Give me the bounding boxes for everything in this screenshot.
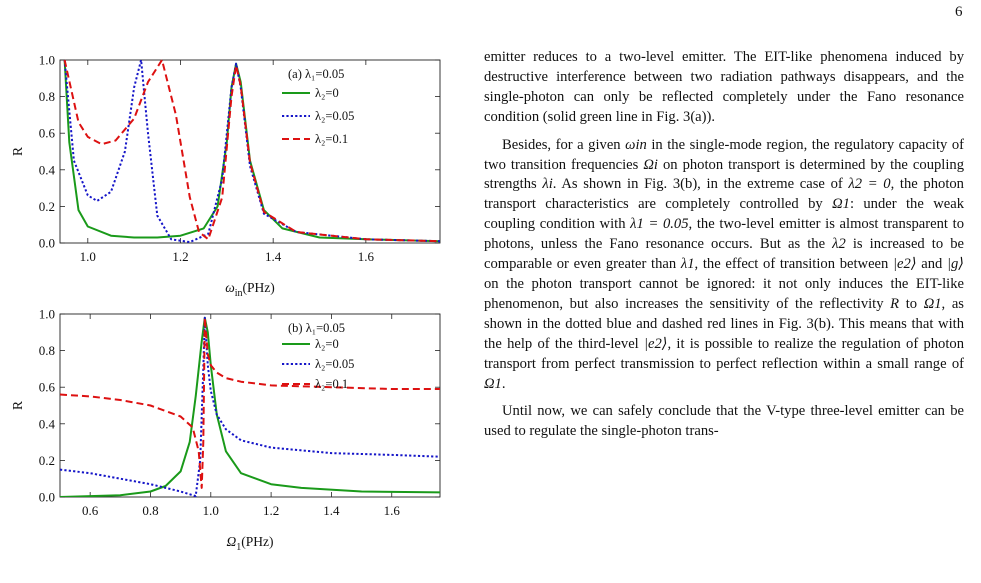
- x-axis-subscript: in: [235, 288, 243, 299]
- text-run: : under the weak coupling condition with: [484, 196, 964, 233]
- panel-a-chart: 1.0 1.2 1.4 1.60.00.20.40.60.81.0Rωin(PHz)(…: [10, 53, 441, 299]
- x-axis-symbol: ω: [225, 280, 235, 295]
- text-run: , the effect of transition between: [694, 256, 894, 273]
- math-r: R: [890, 295, 900, 312]
- math-omega-1: Ω1: [923, 295, 942, 312]
- series-line-3: [60, 316, 440, 489]
- paragraph-3: Until now, we can safely conclude that t…: [484, 403, 964, 440]
- text-run: to: [899, 295, 924, 312]
- series-line-1: [63, 59, 440, 243]
- x-tick-label: 1.4: [265, 249, 282, 264]
- text-run: on photon transport is determined by the…: [484, 156, 964, 193]
- x-tick-label: 1.6: [384, 503, 401, 518]
- y-tick-label: 0.6: [39, 126, 56, 141]
- y-tick-label: 1.0: [39, 307, 55, 322]
- x-axis-label: Ω1(PHz): [226, 534, 273, 553]
- legend-label: λ₂=0.1: [315, 377, 348, 391]
- y-axis-label: R: [10, 147, 25, 156]
- text-run: and: [916, 256, 947, 273]
- x-tick-label: 1.4: [323, 503, 340, 518]
- legend-label: λ₂=0.05: [315, 357, 354, 371]
- x-tick-label: 0.8: [142, 503, 158, 518]
- x-axis-label: ωin(PHz): [225, 280, 275, 299]
- math-omega-i: Ωi: [643, 156, 658, 173]
- legend-label: λ₂=0: [315, 337, 339, 351]
- math-ket-e2: |e2⟩: [644, 335, 668, 352]
- text-run: on the photon transport cannot be ignore…: [484, 275, 964, 312]
- y-tick-label: 0.8: [39, 343, 55, 358]
- legend-label: λ₂=0.05: [315, 109, 354, 123]
- y-tick-label: 0.6: [39, 380, 56, 395]
- math-omega-1: Ω1: [832, 196, 850, 213]
- series-line-3: [63, 59, 440, 243]
- body-text-column: emitter reduces to a two-level emitter. …: [484, 48, 964, 442]
- page-number: 6: [955, 4, 963, 20]
- text-run: . As shown in Fig. 3(b), in the extreme …: [552, 176, 849, 193]
- x-tick-label: 1.0: [203, 503, 219, 518]
- y-tick-label: 0.0: [39, 490, 55, 505]
- text-run: .: [501, 375, 506, 392]
- x-axis-unit: (PHz): [241, 534, 273, 549]
- text-run: , it is possible to realize the regulati…: [484, 335, 965, 372]
- y-tick-label: 0.0: [39, 236, 55, 251]
- y-tick-label: 0.2: [39, 453, 55, 468]
- y-tick-label: 0.4: [39, 162, 56, 177]
- math-ket-g: |g⟩: [946, 256, 964, 273]
- series-line-2: [63, 59, 440, 243]
- plot-frame: [59, 59, 441, 244]
- paragraph-2: Besides, for a given ωin in the single-m…: [484, 136, 964, 395]
- math-lambda1-value: λ1 = 0.05: [630, 216, 689, 233]
- legend-title: (b) λ₁=0.05: [288, 321, 345, 335]
- x-axis-symbol: Ω: [226, 534, 236, 549]
- text-run: is increased to be comparable or even gr…: [484, 236, 964, 273]
- paragraph-1: emitter reduces to a two-level emitter. …: [484, 49, 964, 125]
- plot-frame: [59, 313, 441, 498]
- math-omega-in: ωin: [625, 136, 647, 153]
- text-run: , the two-level emitter is almost transp…: [484, 216, 964, 253]
- math-lambda-1: λ1: [680, 256, 695, 273]
- x-tick-label: 1.6: [358, 249, 375, 264]
- math-lambda-2: λ2: [832, 236, 846, 253]
- text-run: Besides, for a given: [502, 136, 626, 153]
- x-axis-subscript: 1: [236, 542, 241, 553]
- y-tick-label: 1.0: [39, 53, 55, 68]
- legend-label: λ₂=0.1: [315, 132, 348, 146]
- series-line-1: [60, 316, 440, 497]
- legend-label: λ₂=0: [315, 86, 339, 100]
- x-tick-label: 1.2: [172, 249, 188, 264]
- legend-title: (a) λ₁=0.05: [288, 67, 344, 81]
- text-run: , the photon transport characteristics a…: [484, 176, 964, 213]
- math-ket-e2: |e2⟩: [893, 256, 917, 273]
- text-run: in the single-mode region, the regulator…: [484, 136, 964, 173]
- x-axis-unit: (PHz): [243, 280, 275, 295]
- y-tick-label: 0.8: [39, 89, 55, 104]
- x-tick-label: 1.2: [263, 503, 279, 518]
- y-tick-label: 0.2: [39, 199, 55, 214]
- panel-b-chart: 0.6 0.8 1.0 1.2 1.4 1.60.00.20.40.60.81.0RΩ1(…: [10, 307, 441, 553]
- text-run: , as shown in the dotted blue and dashed…: [484, 295, 964, 352]
- figure-3: 1.0 1.2 1.4 1.60.00.20.40.60.81.0Rωin(PHz)(…: [10, 53, 441, 553]
- series-line-2: [60, 316, 440, 497]
- y-tick-label: 0.4: [39, 416, 56, 431]
- x-tick-label: 1.0: [80, 249, 96, 264]
- math-lambda-i: λi: [542, 176, 553, 193]
- math-lambda2-zero: λ2 = 0: [848, 176, 891, 193]
- x-tick-label: 0.6: [82, 503, 99, 518]
- math-omega-1: Ω1: [484, 375, 502, 392]
- y-axis-label: R: [10, 401, 25, 410]
